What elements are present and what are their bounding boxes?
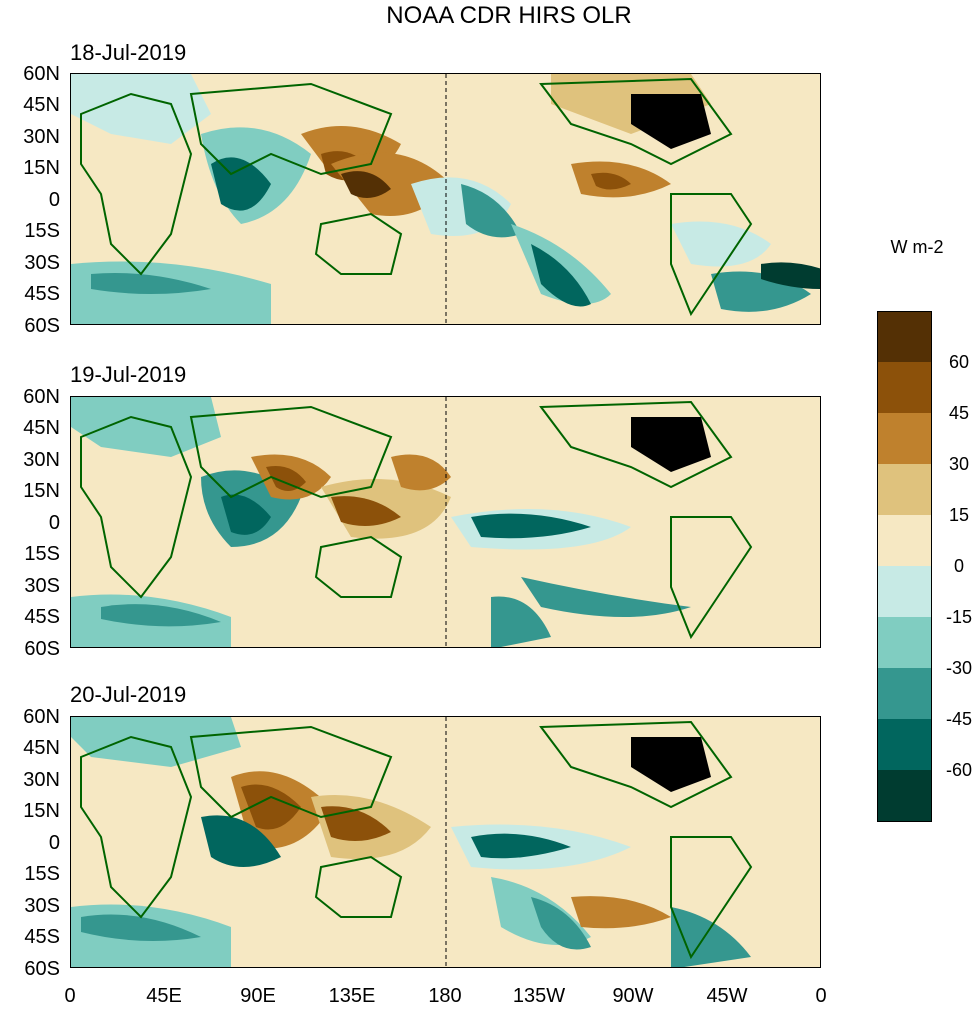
colorbar [877,311,932,822]
colorbar-label: -60 [945,760,972,780]
lon-label: 45E [146,985,182,1007]
continent-outlines-2 [80,400,753,640]
colorbar-swatch [877,566,932,617]
colorbar-label: -45 [945,709,972,729]
anomaly-field-2 [71,397,711,647]
lat-label: 45S [24,606,60,628]
lat-label: 15N [23,157,60,179]
panel-date-3: 20-Jul-2019 [70,682,187,707]
colorbar-label: -30 [945,658,972,678]
colorbar-swatch [877,515,932,566]
lat-label: 60N [23,706,60,728]
lat-label: 0 [48,512,60,534]
lat-label: 60S [24,638,60,660]
lat-label: 60S [24,315,60,337]
lat-label: 45S [24,283,60,305]
map-panel-1 [70,73,821,325]
map-panel-2 [70,396,821,648]
panel-date-2: 19-Jul-2019 [70,362,187,387]
lon-label: 0 [815,985,827,1007]
colorbar-label: -15 [945,607,972,627]
panel-date-1: 18-Jul-2019 [70,40,187,65]
lat-label: 45N [23,737,60,759]
lat-label: 15S [24,543,60,565]
figure-title: NOAA CDR HIRS OLR [386,2,632,29]
lat-label: 30N [23,126,60,148]
colorbar-units: W m-2 [890,237,944,257]
lat-label: 15N [23,480,60,502]
lat-label: 30N [23,769,60,791]
lat-label: 0 [48,832,60,854]
lon-label: 180 [428,985,462,1007]
lon-label: 90E [240,985,276,1007]
colorbar-swatch [877,311,932,362]
colorbar-label: 60 [948,352,970,372]
olr-anomaly-map-2 [71,397,820,647]
lon-label: 135E [328,985,376,1007]
anomaly-field-1 [71,74,820,324]
lat-label: 15S [24,220,60,242]
anomaly-field-3 [71,717,751,967]
colorbar-label: 15 [948,505,970,525]
colorbar-label: 0 [953,556,964,576]
lat-label: 0 [48,189,60,211]
colorbar-label: 45 [948,403,970,423]
lat-label: 30N [23,449,60,471]
lat-label: 60N [23,386,60,408]
lat-label: 30S [24,252,60,274]
colorbar-swatch [877,617,932,668]
lat-label: 15S [24,863,60,885]
lon-label: 135W [512,985,566,1007]
colorbar-swatch [877,668,932,719]
map-panel-3 [70,716,821,968]
lat-label: 15N [23,800,60,822]
colorbar-label: 30 [948,454,970,474]
lon-label: 90W [612,985,654,1007]
lat-label: 45S [24,926,60,948]
continent-outlines-3 [80,720,753,960]
colorbar-swatch [877,719,932,770]
colorbar-swatch [877,362,932,413]
lat-label: 60N [23,63,60,85]
lat-label: 45N [23,417,60,439]
continent-outlines-1 [80,77,753,317]
lat-label: 30S [24,575,60,597]
colorbar-swatch [877,464,932,515]
lat-label: 30S [24,895,60,917]
olr-anomaly-map-3 [71,717,820,967]
olr-anomaly-map-1 [71,74,820,324]
lat-label: 45N [23,94,60,116]
lon-label: 45W [706,985,748,1007]
lat-label: 60S [24,958,60,980]
colorbar-swatch [877,770,932,822]
lon-label: 0 [64,985,76,1007]
colorbar-swatch [877,413,932,464]
